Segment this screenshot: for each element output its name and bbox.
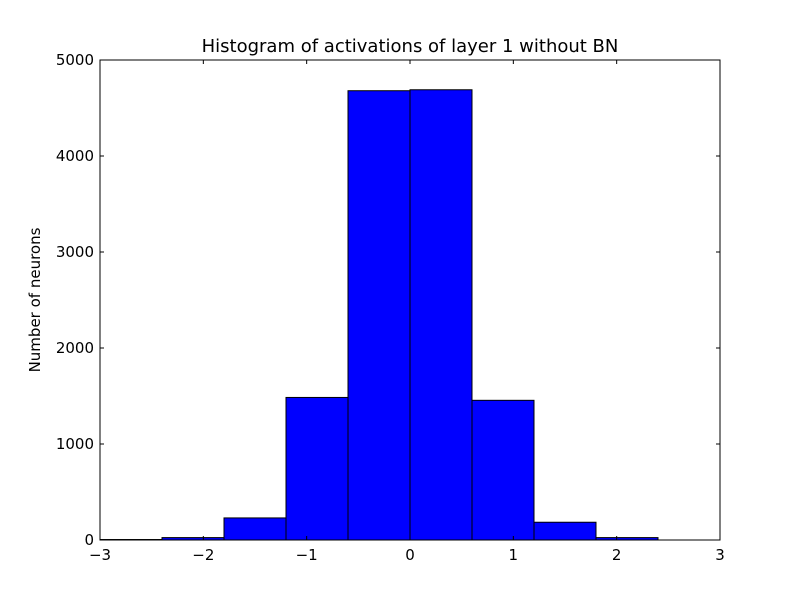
y-tick-label: 3000 [56,243,94,261]
x-tick-label: −1 [296,546,318,564]
x-tick-label: −3 [89,546,111,564]
chart-title: Histogram of activations of layer 1 with… [202,36,619,57]
x-tick-label: 0 [405,546,415,564]
histogram-bar-2 [223,517,287,541]
histogram-bar-5 [409,89,473,541]
histogram-bar-3 [285,396,349,541]
plot-frame [99,59,721,541]
x-tick-label: 2 [612,546,622,564]
bars-group [99,89,659,541]
y-tick-label: 1000 [56,435,94,453]
x-tick-label: −2 [192,546,214,564]
ticks-group: −3 −2 −1 0 1 2 3 0 1000 2000 3000 4000 5000 [56,51,725,564]
y-tick-label: 4000 [56,147,94,165]
y-tick-label: 2000 [56,339,94,357]
y-axis-label: Number of neurons [26,227,44,372]
histogram-bar-7 [533,521,597,541]
y-tick-label: 0 [84,531,94,549]
x-tick-label: 1 [509,546,519,564]
x-tick-label: 3 [715,546,725,564]
histogram-bar-4 [347,90,411,541]
histogram-bar-6 [471,399,535,541]
y-tick-label: 5000 [56,51,94,69]
